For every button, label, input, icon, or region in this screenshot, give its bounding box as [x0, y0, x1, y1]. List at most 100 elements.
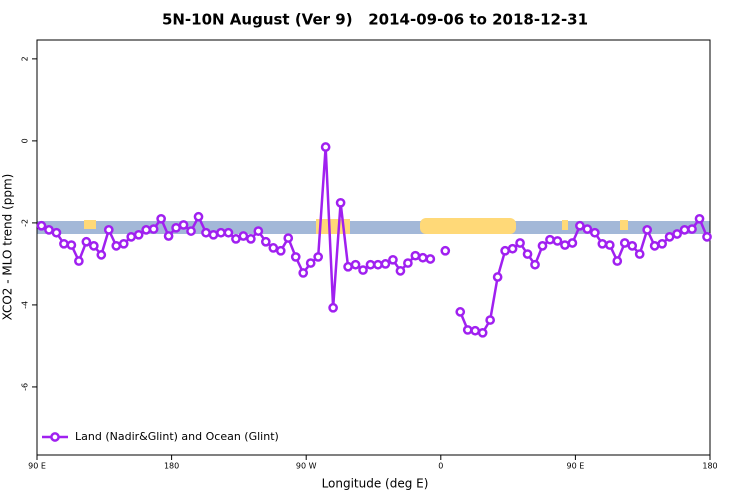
point: [275, 245, 286, 256]
legend-marker: [50, 432, 60, 442]
point: [634, 249, 645, 259]
point: [642, 225, 653, 235]
x-tick-label: 90 E: [567, 462, 585, 471]
plot-frame: [36, 39, 711, 456]
point: [477, 327, 488, 338]
point: [597, 238, 608, 249]
point: [425, 254, 436, 264]
point: [485, 315, 496, 325]
point: [133, 229, 144, 240]
point: [679, 225, 690, 235]
point: [163, 231, 174, 241]
point: [388, 254, 398, 265]
point: [560, 240, 570, 250]
chart-title: 5N-10N August (Ver 9) 2014-09-06 to 2018…: [162, 11, 588, 29]
point: [604, 240, 615, 250]
point: [350, 259, 361, 270]
point: [373, 259, 383, 270]
x-tick-label: 180: [702, 462, 717, 471]
point: [507, 243, 518, 254]
point: [619, 238, 630, 248]
point: [470, 325, 481, 336]
point: [410, 250, 421, 261]
point: [96, 250, 107, 260]
point: [238, 231, 249, 241]
point: [268, 243, 279, 253]
point: [672, 229, 682, 239]
x-tick-label: 0: [438, 462, 443, 471]
point: [664, 231, 675, 242]
point: [81, 236, 92, 247]
point: [380, 259, 391, 269]
point: [649, 241, 660, 251]
point: [328, 302, 338, 313]
point: [178, 220, 189, 230]
land-band: [84, 220, 96, 229]
series-line: [40, 146, 709, 335]
x-tick-label: 90 W: [296, 462, 317, 471]
point: [455, 307, 466, 317]
point: [462, 325, 473, 335]
point: [335, 197, 346, 208]
point: [148, 224, 159, 234]
y-tick-label: -2: [21, 219, 30, 227]
point: [515, 238, 525, 248]
point: [111, 241, 122, 251]
point: [687, 224, 697, 234]
point: [118, 238, 129, 249]
land-band: [562, 220, 568, 230]
point: [343, 261, 353, 272]
point: [500, 245, 510, 256]
point: [44, 225, 54, 235]
point: [156, 213, 166, 224]
point: [283, 233, 294, 243]
point: [702, 231, 712, 242]
point: [365, 259, 376, 270]
point: [403, 258, 413, 268]
point: [492, 272, 503, 282]
point: [126, 231, 137, 242]
y-tick-label: 2: [21, 56, 30, 61]
point: [358, 265, 368, 275]
point: [567, 238, 578, 248]
point: [537, 241, 548, 251]
legend-label: Land (Nadir&Glint) and Ocean (Glint): [75, 430, 279, 443]
y-tick-label: 0: [21, 138, 30, 143]
point: [440, 245, 451, 256]
land-band: [420, 218, 516, 234]
x-axis-label: Longitude (deg E): [322, 477, 429, 491]
point: [216, 227, 226, 238]
point: [246, 234, 256, 244]
point: [575, 220, 585, 231]
point: [612, 256, 623, 266]
y-axis-label: XCO2 - MLO trend (ppm): [1, 174, 15, 321]
point: [313, 252, 324, 262]
point: [305, 258, 316, 268]
point: [51, 227, 62, 238]
point: [657, 238, 667, 249]
y-tick-label: -4: [21, 301, 30, 309]
point: [253, 226, 264, 236]
point: [201, 227, 211, 238]
point: [223, 227, 234, 238]
point: [395, 266, 406, 276]
point: [530, 259, 540, 270]
point: [290, 252, 301, 262]
point: [320, 142, 331, 152]
point: [298, 268, 309, 278]
point: [74, 256, 84, 266]
point: [171, 222, 181, 233]
point: [545, 234, 555, 245]
point: [627, 241, 638, 251]
land-band: [316, 219, 350, 234]
point: [88, 241, 99, 251]
x-tick-label: 90 E: [28, 462, 46, 471]
point: [103, 225, 114, 235]
point: [418, 252, 428, 263]
point: [260, 236, 271, 247]
point: [36, 220, 47, 231]
point: [193, 211, 204, 222]
point: [552, 236, 563, 246]
point: [66, 240, 77, 250]
